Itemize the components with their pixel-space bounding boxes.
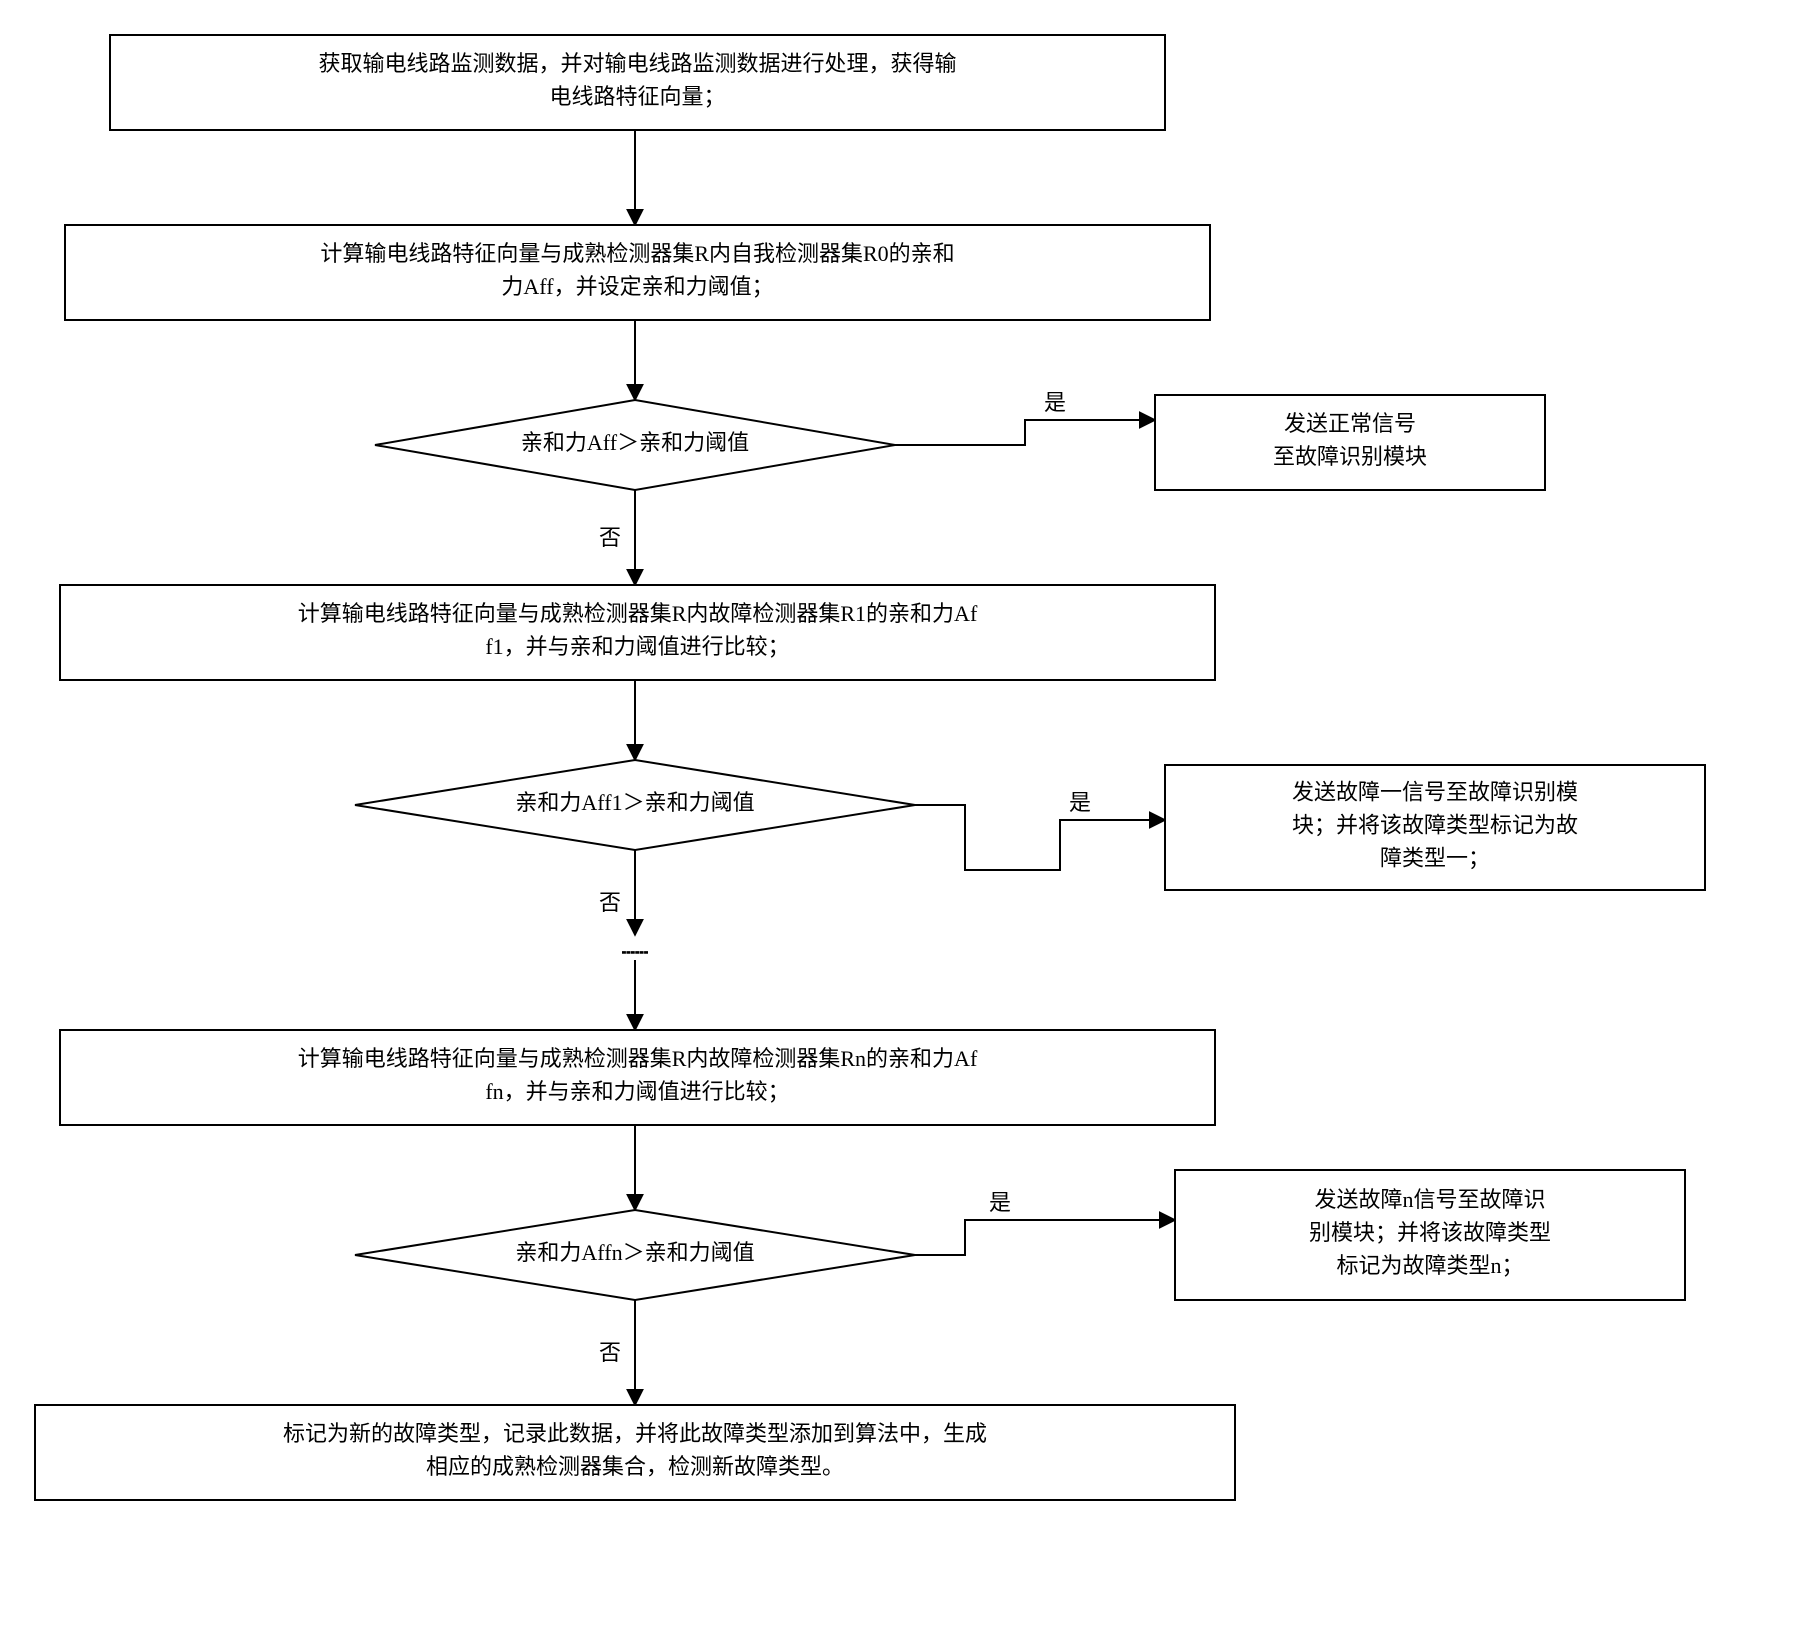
edge-label: 是 — [1044, 390, 1066, 415]
edge-d1-r1 — [895, 420, 1155, 445]
node-n4-line: 计算输电线路特征向量与成熟检测器集R内故障检测器集Rn的亲和力Af — [298, 1046, 978, 1071]
node-d2: 亲和力Aff1＞亲和力阈值 — [355, 760, 915, 850]
node-r2: 发送故障一信号至故障识别模块；并将该故障类型标记为故障类型一； — [1165, 765, 1705, 890]
edge-label: 否 — [599, 525, 621, 550]
node-n3: 计算输电线路特征向量与成熟检测器集R内故障检测器集R1的亲和力Af f1，并与亲和… — [60, 585, 1215, 680]
node-r1-line: 发送正常信号 — [1284, 411, 1416, 436]
node-n4-line: fn，并与亲和力阈值进行比较； — [485, 1079, 789, 1104]
node-r3: 发送故障n信号至故障识别模块；并将该故障类型标记为故障类型n； — [1175, 1170, 1685, 1300]
flowchart-canvas: 是否是否┄┄是否 获取输电线路监测数据，并对输电线路监测数据进行处理，获得输电线… — [0, 0, 1815, 1630]
node-n5-line: 标记为新的故障类型，记录此数据，并将此故障类型添加到算法中，生成 — [283, 1421, 987, 1446]
edge-label: 是 — [989, 1190, 1011, 1215]
edge-label: 是 — [1069, 790, 1091, 815]
node-r1-line: 至故障识别模块 — [1273, 444, 1427, 469]
node-n2: 计算输电线路特征向量与成熟检测器集R内自我检测器集R0的亲和力Aff，并设定亲和… — [65, 225, 1210, 320]
edge-d2-r2 — [915, 805, 1165, 870]
node-r3-line: 别模块；并将该故障类型 — [1309, 1220, 1551, 1245]
node-d3: 亲和力Affn＞亲和力阈值 — [355, 1210, 915, 1300]
node-n5: 标记为新的故障类型，记录此数据，并将此故障类型添加到算法中，生成相应的成熟检测器… — [35, 1405, 1235, 1500]
node-d3-line: 亲和力Affn＞亲和力阈值 — [515, 1240, 754, 1265]
node-n1: 获取输电线路监测数据，并对输电线路监测数据进行处理，获得输电线路特征向量； — [110, 35, 1165, 130]
node-n3-line: 计算输电线路特征向量与成熟检测器集R内故障检测器集R1的亲和力Af — [298, 601, 978, 626]
node-n2-line: 计算输电线路特征向量与成熟检测器集R内自我检测器集R0的亲和 — [320, 241, 954, 266]
node-d1: 亲和力Aff＞亲和力阈值 — [375, 400, 895, 490]
edge-label: 否 — [599, 890, 621, 915]
node-r1: 发送正常信号至故障识别模块 — [1155, 395, 1545, 490]
node-n2-line: 力Aff，并设定亲和力阈值； — [501, 274, 773, 299]
node-d1-line: 亲和力Aff＞亲和力阈值 — [521, 430, 749, 455]
node-n4: 计算输电线路特征向量与成熟检测器集R内故障检测器集Rn的亲和力Af fn，并与亲和… — [60, 1030, 1215, 1125]
node-n3-line: f1，并与亲和力阈值进行比较； — [485, 634, 789, 659]
node-d2-line: 亲和力Aff1＞亲和力阈值 — [515, 790, 754, 815]
node-n1-line: 电线路特征向量； — [549, 84, 725, 109]
node-r2-line: 发送故障一信号至故障识别模 — [1292, 780, 1578, 805]
node-r2-line: 块；并将该故障类型标记为故 — [1292, 813, 1578, 838]
node-r2-line: 障类型一； — [1380, 846, 1490, 871]
edge-d3-r3 — [915, 1220, 1175, 1255]
node-n5-line: 相应的成熟检测器集合，检测新故障类型。 — [426, 1454, 844, 1479]
edge-label: 否 — [599, 1340, 621, 1365]
node-n1-line: 获取输电线路监测数据，并对输电线路监测数据进行处理，获得输 — [318, 51, 956, 76]
node-r3-line: 发送故障n信号至故障识 — [1314, 1187, 1545, 1212]
node-r3-line: 标记为故障类型n； — [1336, 1253, 1523, 1278]
